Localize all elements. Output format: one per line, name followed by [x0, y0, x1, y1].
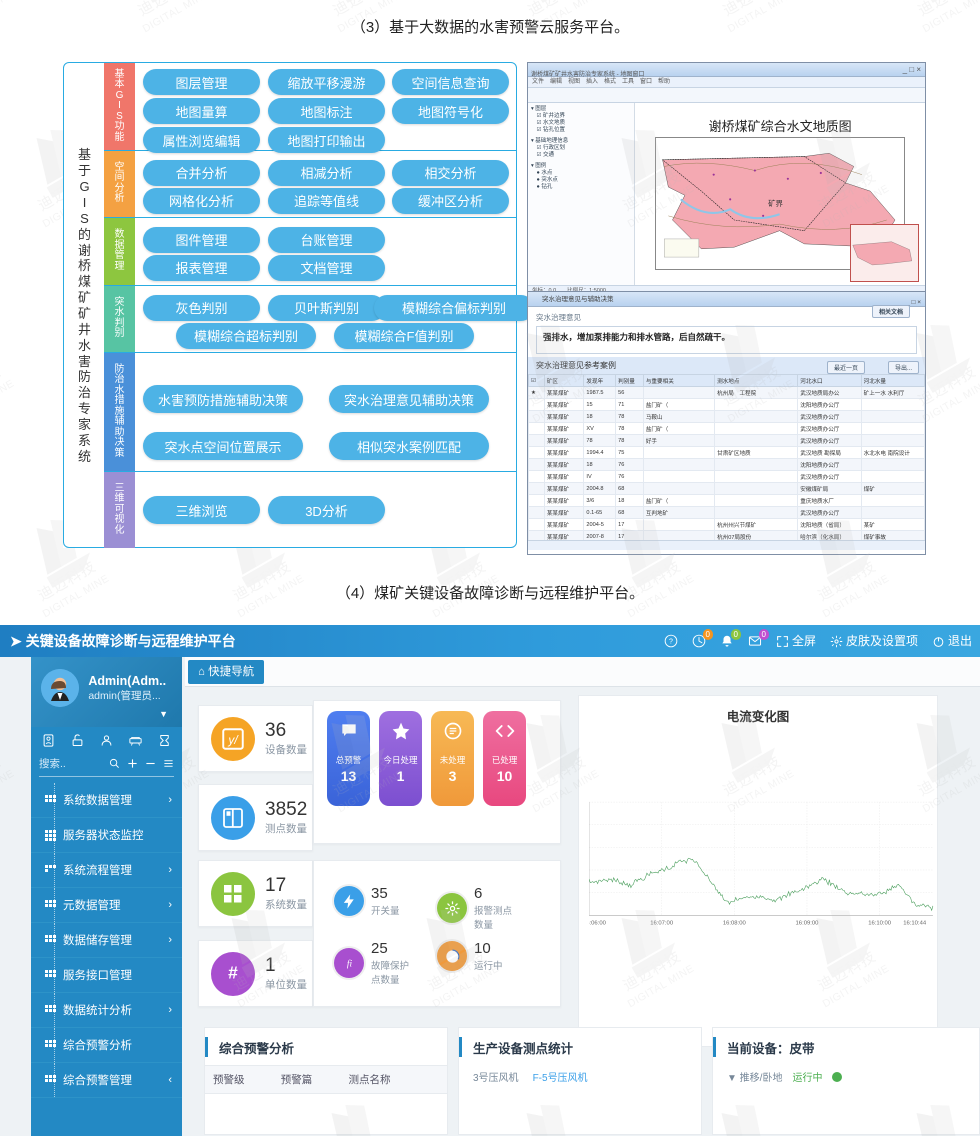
svg-text:fi: fi: [346, 958, 352, 969]
svg-text:#: #: [228, 963, 238, 983]
svg-text:16:09:00: 16:09:00: [796, 920, 820, 926]
svg-text:16:10:00: 16:10:00: [868, 920, 892, 926]
svg-text:16:06:00: 16:06:00: [589, 920, 607, 926]
svg-text:y/: y/: [227, 732, 239, 746]
svg-text:16:08:00: 16:08:00: [723, 920, 747, 926]
svg-text:16:07:00: 16:07:00: [650, 920, 674, 926]
svg-text:16:10:44: 16:10:44: [903, 920, 927, 926]
svg-text:?: ?: [669, 639, 673, 646]
svg-text:矿界: 矿界: [769, 198, 784, 208]
